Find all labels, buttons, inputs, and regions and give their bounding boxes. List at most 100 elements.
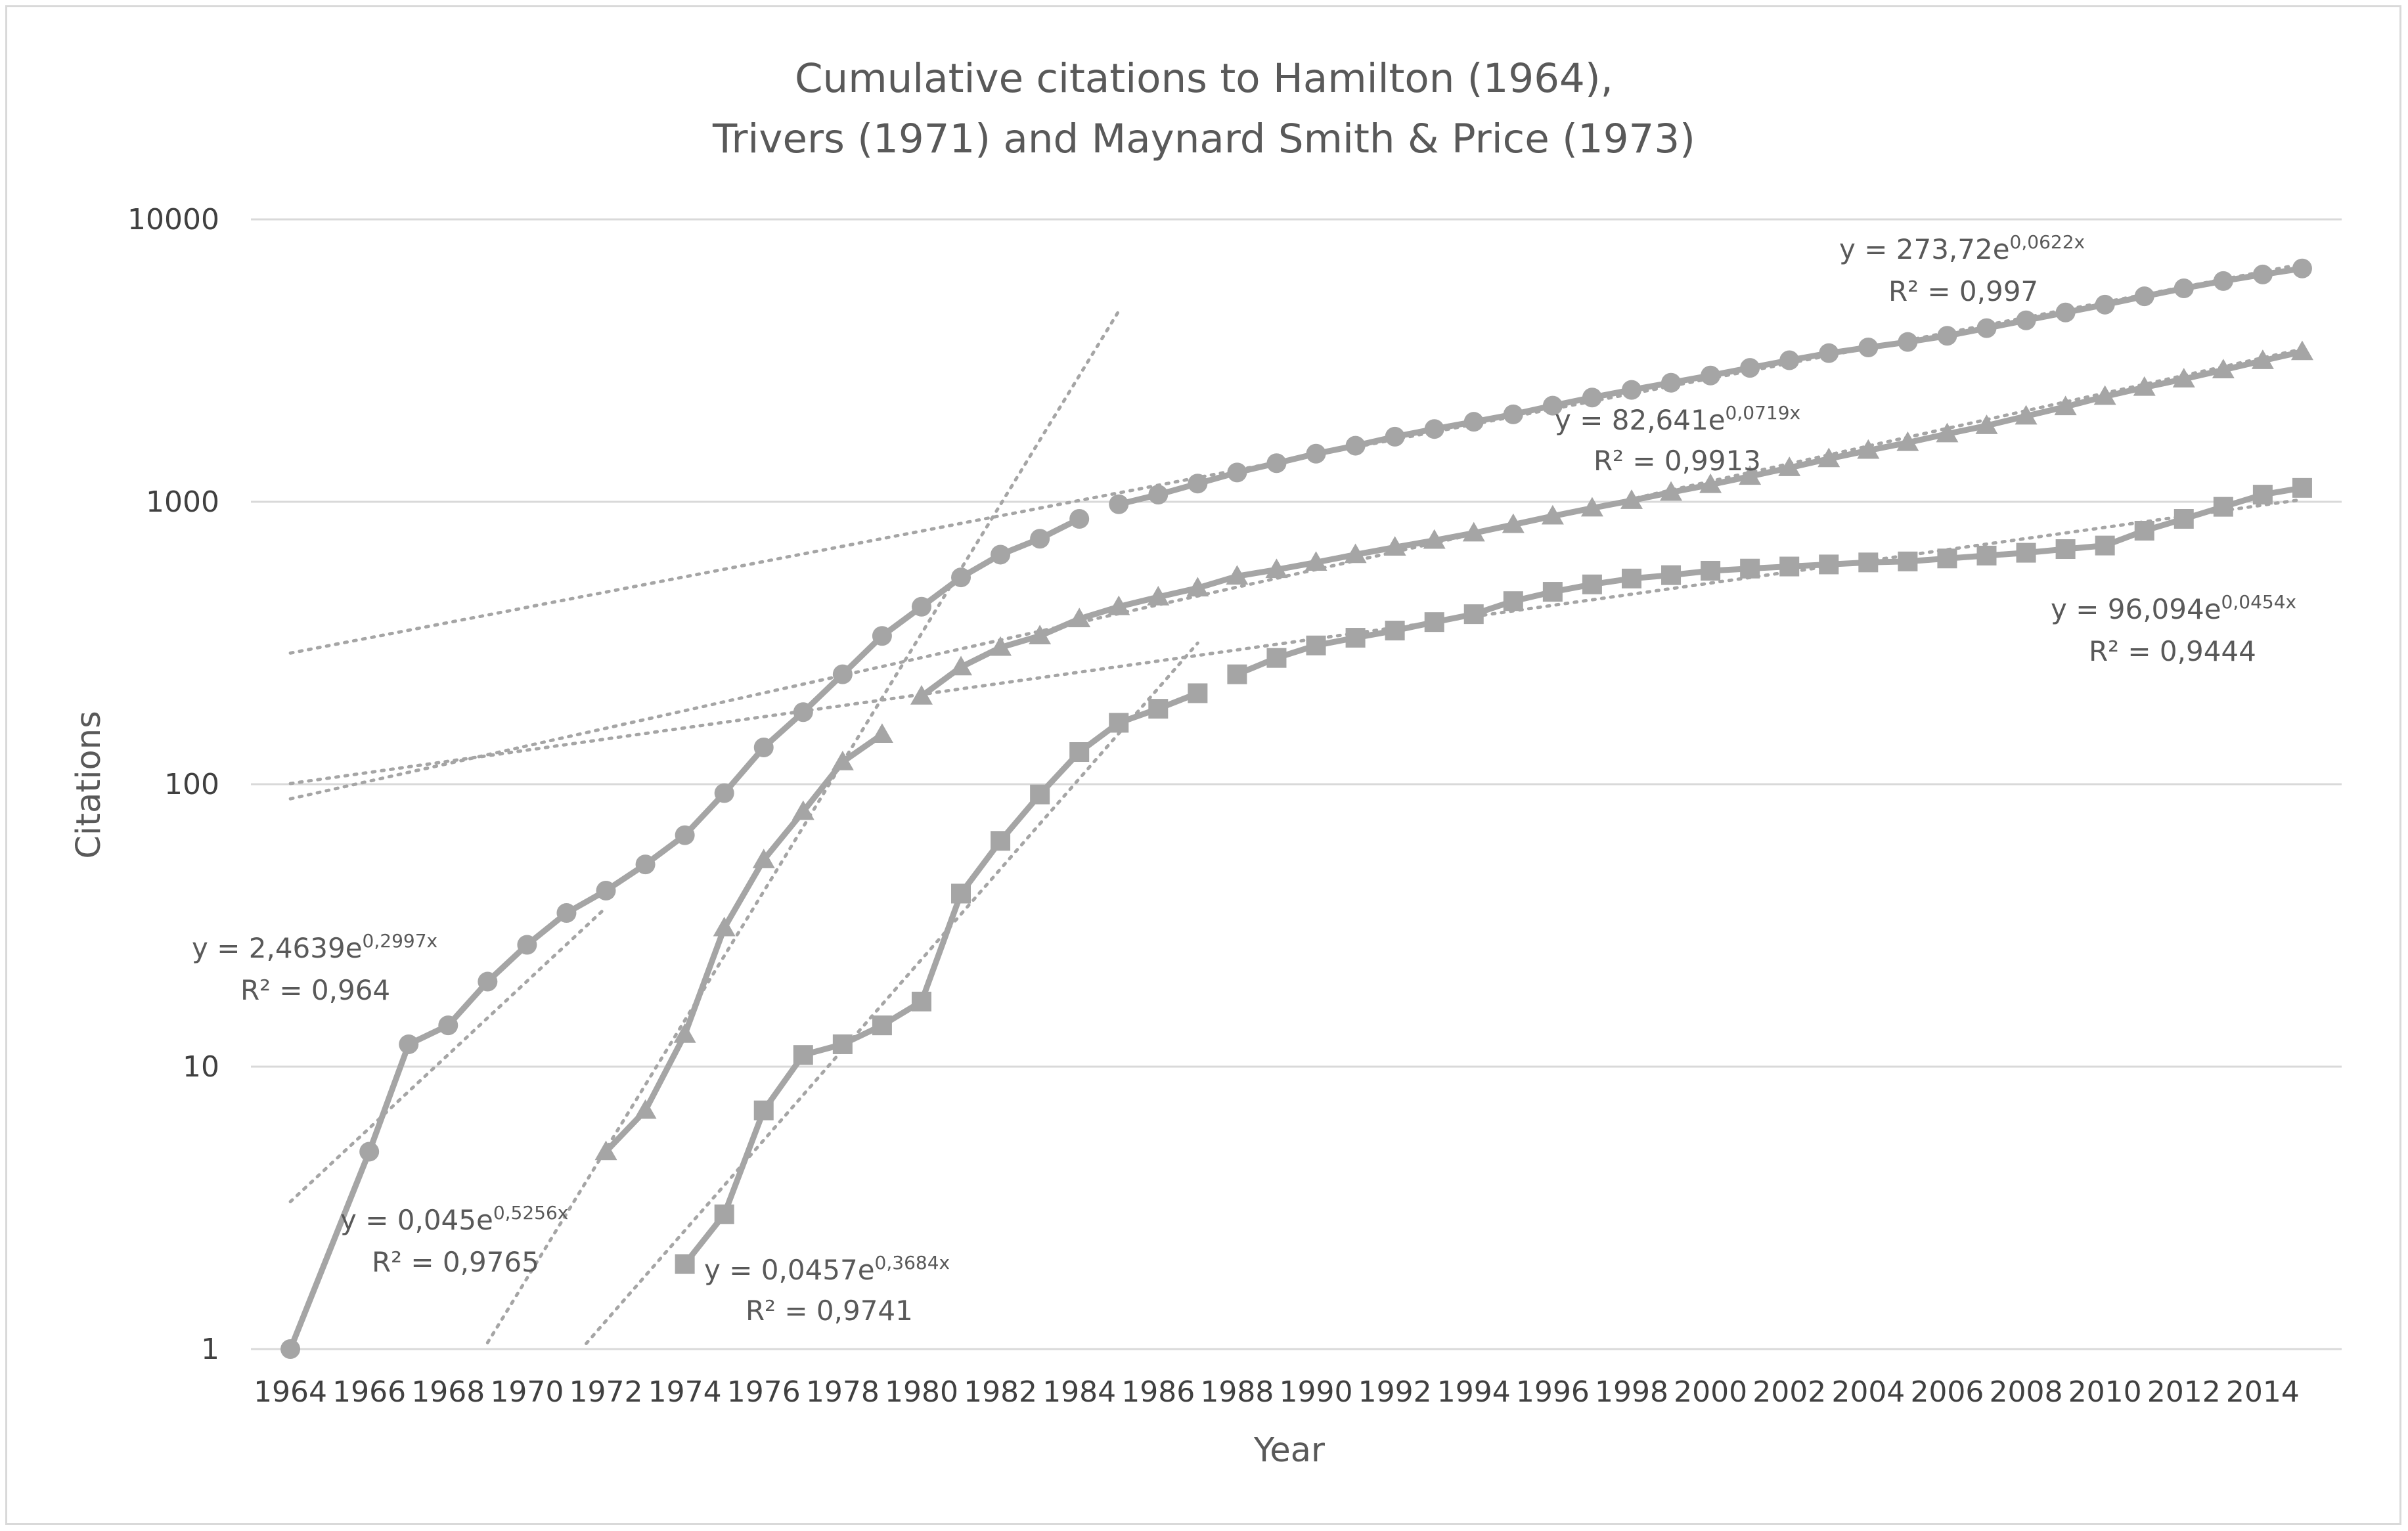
data-point	[1068, 608, 1091, 628]
data-point	[1660, 481, 1683, 501]
x-axis-title: Year	[1253, 1431, 1325, 1470]
x-tick-label: 2012	[2147, 1375, 2221, 1409]
data-point	[1383, 536, 1406, 556]
trendline	[288, 498, 2304, 786]
data-point	[2016, 543, 2036, 563]
x-tick-label: 2002	[1752, 1375, 1826, 1409]
x-tick-label: 1990	[1280, 1375, 1353, 1409]
x-tick-label: 1978	[806, 1375, 880, 1409]
trend-r2-hamilton-late: R² = 0,997	[1888, 275, 2038, 307]
data-point	[1541, 504, 1564, 525]
chart-title-line-2: Trivers (1971) and Maynard Smith & Price…	[712, 116, 1695, 162]
series-triangle	[594, 340, 2313, 1161]
data-point	[596, 881, 616, 901]
data-point	[1936, 422, 1959, 443]
data-point	[1819, 343, 1839, 363]
data-point	[872, 1015, 892, 1036]
data-point	[2252, 485, 2273, 505]
trend-equation: y = 0,045e	[340, 1204, 493, 1236]
x-tick-label: 1968	[411, 1375, 485, 1409]
trendline	[585, 641, 1199, 1345]
x-tick-label: 2014	[2226, 1375, 2300, 1409]
data-point	[1186, 577, 1209, 597]
data-point	[951, 567, 971, 588]
data-point	[594, 1140, 617, 1161]
data-point	[1976, 545, 1997, 566]
trend-equation: y = 0,0457e	[704, 1254, 875, 1286]
trend-exponent: 0,0622x	[2010, 231, 2085, 253]
x-tick-label: 1984	[1042, 1375, 1116, 1409]
data-point	[832, 1034, 853, 1054]
data-point	[1661, 565, 1682, 585]
trend-label-maynard-late: y = 96,094e0,0454x	[2051, 591, 2296, 626]
data-point	[478, 971, 498, 992]
data-point	[1423, 529, 1446, 549]
data-point	[2174, 509, 2194, 529]
x-tick-label: 1976	[727, 1375, 801, 1409]
y-tick-label: 10000	[127, 203, 219, 236]
data-point	[1620, 489, 1643, 509]
y-tick-label: 1000	[146, 485, 219, 519]
trendline	[485, 309, 1121, 1344]
data-point	[2134, 521, 2154, 541]
data-point	[950, 655, 973, 676]
y-axis-title: Citations	[70, 711, 108, 858]
data-point	[2134, 286, 2154, 307]
x-tick-label: 1988	[1200, 1375, 1274, 1409]
data-point	[1069, 509, 1090, 529]
data-point	[1896, 431, 1919, 451]
data-point	[832, 664, 853, 684]
series-layer	[280, 258, 2313, 1359]
data-point	[713, 916, 736, 937]
trend-equation: y = 2,4639e	[192, 932, 363, 964]
data-point	[1976, 318, 1997, 338]
data-point	[359, 1142, 380, 1162]
data-point	[1463, 412, 1484, 432]
data-point	[1858, 337, 1879, 357]
data-point	[1582, 574, 1602, 594]
x-tick-label: 2000	[1674, 1375, 1747, 1409]
data-point	[991, 831, 1011, 851]
data-point	[991, 544, 1011, 565]
data-point	[280, 1339, 301, 1359]
data-point	[714, 1204, 734, 1224]
x-tick-label: 1974	[648, 1375, 722, 1409]
data-point	[1699, 473, 1722, 493]
trend-label-trivers-late: y = 82,641e0,0719x	[1555, 402, 1800, 437]
data-point	[1740, 358, 1760, 378]
series-line	[603, 731, 885, 1155]
x-tick-label: 1986	[1121, 1375, 1195, 1409]
x-tick-label: 1996	[1516, 1375, 1590, 1409]
data-point	[2213, 497, 2233, 517]
x-tick-label: 2004	[1831, 1375, 1905, 1409]
data-point	[1661, 372, 1682, 393]
trend-exponent: 0,0454x	[2221, 591, 2297, 613]
data-point	[1937, 548, 1957, 569]
data-point	[1226, 565, 1249, 585]
data-point	[2015, 405, 2038, 425]
data-point	[831, 750, 854, 770]
data-point	[1779, 350, 1800, 370]
data-point	[1462, 521, 1485, 542]
data-point	[1582, 388, 1602, 408]
data-point	[752, 849, 775, 868]
x-tick-label: 1972	[569, 1375, 643, 1409]
data-point	[1345, 628, 1366, 648]
series-square	[675, 477, 2312, 1274]
data-point	[2212, 359, 2235, 378]
trendline-layer	[288, 262, 2304, 1345]
trend-label-hamilton-early: y = 2,4639e0,2997x	[192, 930, 437, 965]
trend-label-hamilton-late: y = 273,72e0,0622x	[1839, 231, 2085, 266]
data-point	[1502, 513, 1525, 533]
data-point	[793, 702, 813, 722]
series-line	[682, 690, 1201, 1268]
data-point	[911, 991, 931, 1011]
data-point	[399, 1034, 419, 1054]
trend-r2-maynard-late: R² = 0,9444	[2089, 635, 2256, 667]
series-circle	[280, 258, 2312, 1359]
data-point	[1542, 582, 1563, 602]
data-point	[910, 684, 933, 705]
data-point	[1580, 497, 1603, 517]
data-point	[2174, 278, 2194, 298]
